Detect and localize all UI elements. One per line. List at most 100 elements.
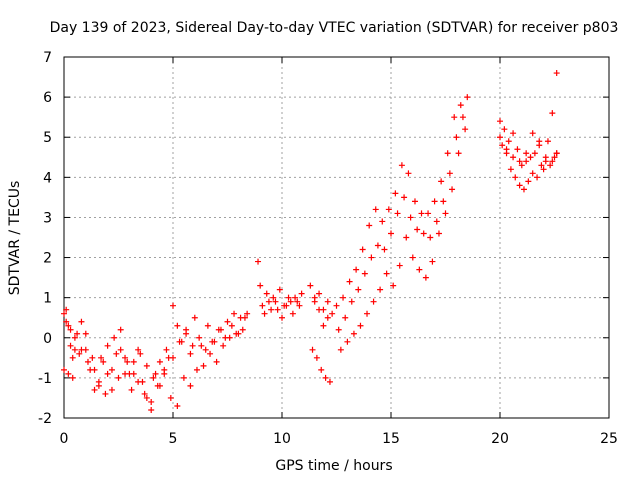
data-point [156,358,163,365]
data-point [63,306,70,313]
data-point [527,154,534,161]
data-points [61,70,560,413]
data-point [514,146,521,153]
data-point [394,210,401,217]
data-point [542,154,549,161]
data-point [383,270,390,277]
data-point [163,346,170,353]
data-point [263,290,270,297]
grid [64,57,609,418]
data-point [501,126,508,133]
data-point [361,270,368,277]
data-point [257,282,264,289]
data-point [449,186,456,193]
data-point [438,178,445,185]
data-point [549,158,556,165]
data-point [377,286,384,293]
data-point [553,150,560,157]
x-tick-label: 15 [382,431,400,447]
data-point [418,210,425,217]
data-point [180,374,187,381]
data-point [342,314,349,321]
chart-title: Day 139 of 2023, Sidereal Day-to-day VTE… [50,20,619,36]
data-point [89,354,96,361]
data-point [65,322,72,329]
data-point [231,310,238,317]
data-point [422,274,429,281]
data-point [329,310,336,317]
data-point [274,306,281,313]
data-point [71,346,78,353]
data-point [333,302,340,309]
data-point [442,210,449,217]
data-point [462,126,469,133]
data-point [518,162,525,169]
data-point [505,138,512,145]
data-point [255,258,262,265]
data-point [503,146,510,153]
data-point [313,354,320,361]
data-point [265,298,272,305]
data-point [150,374,157,381]
x-axis-label: GPS time / hours [275,458,392,474]
data-point [392,190,399,197]
data-point [507,166,514,173]
data-point [117,326,124,333]
data-point [292,294,299,301]
x-tick-label: 5 [169,431,178,447]
data-point [239,326,246,333]
data-point [407,214,414,221]
data-point [520,186,527,193]
data-point [379,218,386,225]
data-point [531,150,538,157]
plot-frame [63,56,610,419]
data-point [135,346,142,353]
data-point [137,350,144,357]
data-point [416,266,423,273]
data-point [204,322,211,329]
data-point [553,70,560,77]
data-point [193,366,200,373]
data-point [148,398,155,405]
data-point [259,302,266,309]
data-point [536,138,543,145]
y-tick-label: 5 [43,130,52,146]
data-point [135,378,142,385]
data-point [167,394,174,401]
y-tick-label: -1 [38,371,52,387]
data-point [143,362,150,369]
data-point [67,342,74,349]
data-point [403,234,410,241]
data-point [191,314,198,321]
data-point [220,342,227,349]
data-point [425,210,432,217]
y-tick-label: 0 [43,331,52,347]
data-point [176,338,183,345]
data-point [122,354,129,361]
data-point [359,246,366,253]
data-point [497,134,503,141]
data-point [344,338,351,345]
data-point [63,318,70,325]
data-point [222,334,229,341]
data-point [440,198,447,205]
data-point [187,350,194,357]
data-point [370,298,377,305]
data-point [414,226,421,233]
data-point [276,286,283,293]
data-point [183,326,190,333]
data-point [108,386,115,393]
data-point [549,110,556,117]
data-point [368,254,375,261]
data-point [298,290,305,297]
data-point [69,354,76,361]
data-point [372,206,379,213]
data-point [261,310,268,317]
data-point [396,262,403,269]
data-point [287,298,294,305]
data-point [451,114,458,121]
data-point [516,182,523,189]
data-point [510,130,517,137]
data-point [209,338,216,345]
data-point [113,350,120,357]
